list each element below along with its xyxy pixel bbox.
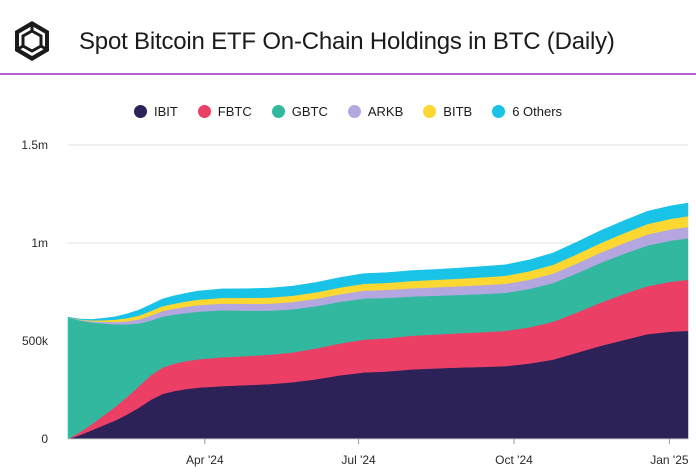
axes: 0 500k 1m 1.5m Apr '24 Jul '24 Oct '24 Jan '25 <box>21 138 689 467</box>
legend-label-bitb: BITB <box>443 103 473 119</box>
x-tick-label: Oct '24 <box>495 453 533 467</box>
x-tick-label: Jan '25 <box>650 453 689 467</box>
legend-item-ibit[interactable]: IBIT <box>133 102 178 120</box>
y-tick-label: 1m <box>31 236 48 250</box>
area-6-others[interactable] <box>67 202 689 321</box>
chart-title: Spot Bitcoin ETF On-Chain Holdings in BT… <box>79 28 615 55</box>
legend-item-gbtc[interactable]: GBTC <box>271 102 328 120</box>
legend-item-fbtc[interactable]: FBTC <box>197 102 252 120</box>
legend-label-6-others: 6 Others <box>512 103 563 119</box>
cube-logo-icon <box>10 19 54 63</box>
stacked-area-chart: 0 500k 1m 1.5m Apr '24 Jul '24 Oct '24 Jan '25 <box>21 138 689 467</box>
x-tick-label: Jul '24 <box>341 453 376 467</box>
y-tick-label: 500k <box>22 334 49 348</box>
header-divider <box>0 73 696 75</box>
legend-label-fbtc: FBTC <box>217 103 252 119</box>
legend-swatch-bitb <box>423 104 437 118</box>
legend-label-gbtc: GBTC <box>291 103 328 119</box>
legend-swatch-arkb <box>347 104 361 118</box>
chart-legend: IBIT FBTC GBTC ARKB BITB 6 Others <box>0 102 696 120</box>
series-areas <box>67 202 689 440</box>
legend-item-arkb[interactable]: ARKB <box>347 102 404 120</box>
chart-header: Spot Bitcoin ETF On-Chain Holdings in BT… <box>0 0 696 76</box>
legend-label-ibit: IBIT <box>153 103 178 119</box>
x-tick-label: Apr '24 <box>186 453 224 467</box>
legend-label-arkb: ARKB <box>367 103 404 119</box>
legend-swatch-ibit <box>133 104 147 118</box>
y-tick-label: 1.5m <box>21 138 48 152</box>
legend-swatch-gbtc <box>271 104 285 118</box>
y-tick-label: 0 <box>41 432 48 446</box>
legend-swatch-fbtc <box>197 104 211 118</box>
legend-swatch-6-others <box>492 104 506 118</box>
legend-item-bitb[interactable]: BITB <box>423 102 472 120</box>
legend-item-6-others[interactable]: 6 Others <box>492 102 562 120</box>
